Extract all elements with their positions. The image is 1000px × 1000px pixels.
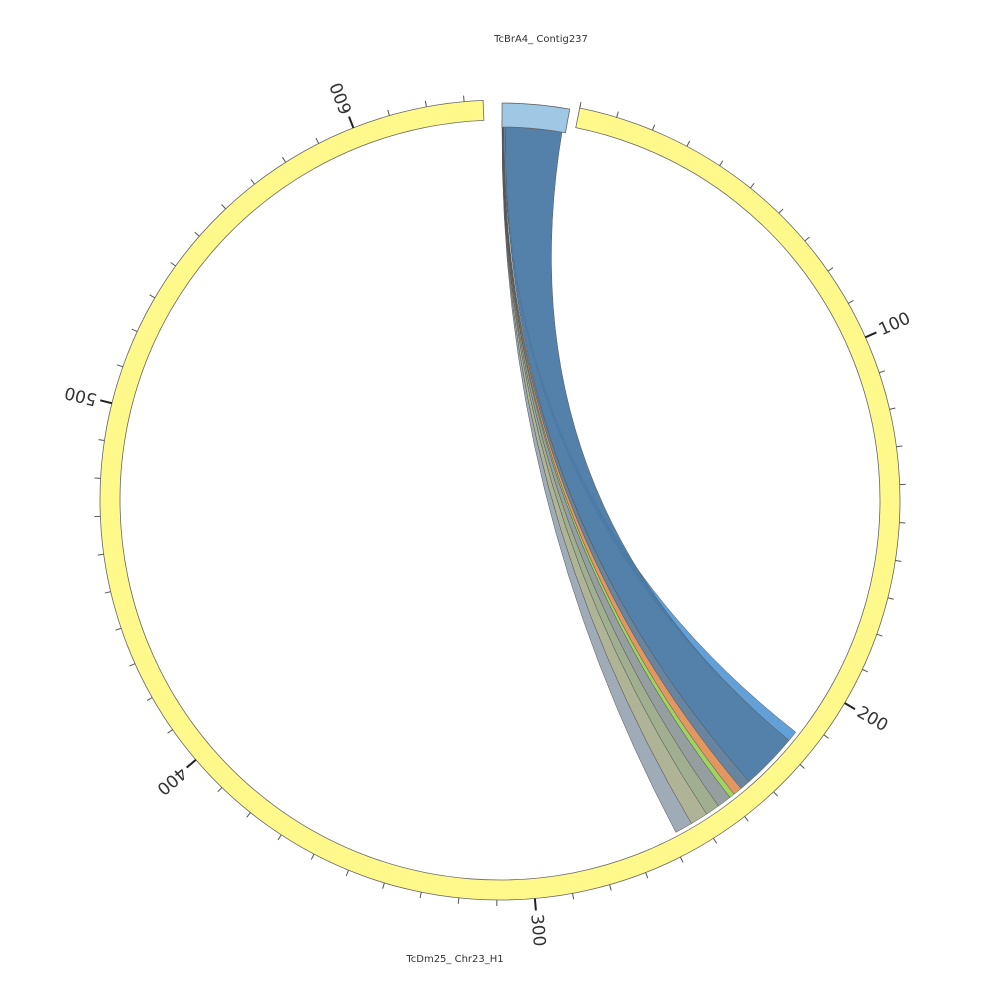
major-tick <box>348 116 355 129</box>
minor-tick <box>896 445 903 448</box>
minor-tick <box>651 124 656 131</box>
major-tick <box>186 759 197 769</box>
major-tick <box>865 331 877 339</box>
minor-tick <box>345 870 350 876</box>
minor-tick <box>463 95 465 102</box>
minor-tick <box>424 100 427 107</box>
minor-tick <box>315 137 320 144</box>
minor-tick <box>277 834 282 841</box>
minor-tick <box>713 838 718 844</box>
minor-tick <box>778 208 784 214</box>
minor-tick <box>579 102 582 109</box>
minor-tick <box>167 729 173 734</box>
minor-tick <box>382 882 385 889</box>
minor-tick <box>457 897 460 904</box>
minor-tick <box>97 553 104 556</box>
segment-label: TcBrA4_ Contig237 <box>493 34 588 45</box>
minor-tick <box>887 597 894 600</box>
minor-tick <box>827 267 834 272</box>
minor-tick <box>146 697 153 701</box>
minor-tick <box>804 236 810 242</box>
minor-tick <box>609 884 612 891</box>
minor-tick <box>719 160 724 166</box>
minor-tick <box>679 856 684 863</box>
minor-tick <box>876 633 883 637</box>
minor-tick <box>862 668 869 673</box>
minor-tick <box>823 734 829 739</box>
tick-label: 300 <box>526 913 549 947</box>
minor-tick <box>170 262 176 267</box>
minor-tick <box>387 109 390 116</box>
major-tick <box>844 702 856 710</box>
link-ribbon <box>501 123 692 833</box>
minor-tick <box>217 787 223 793</box>
segment-arc <box>501 102 571 134</box>
segment-arc <box>99 99 901 901</box>
minor-tick <box>282 156 287 163</box>
minor-tick <box>895 560 902 562</box>
minor-tick <box>221 204 227 210</box>
tick-label: 400 <box>153 762 191 798</box>
minor-tick <box>419 892 422 899</box>
minor-tick <box>799 764 805 769</box>
tick-label: 100 <box>876 309 914 340</box>
minor-tick <box>616 111 619 118</box>
tick-label: 200 <box>853 702 891 736</box>
minor-tick <box>104 591 111 594</box>
minor-tick <box>879 370 886 374</box>
minor-tick <box>889 407 896 410</box>
minor-tick <box>194 231 200 237</box>
minor-tick <box>645 872 649 879</box>
minor-tick <box>848 299 854 304</box>
minor-tick <box>129 663 136 667</box>
minor-tick <box>310 853 315 860</box>
minor-tick <box>749 183 755 189</box>
minor-tick <box>250 179 255 185</box>
tick-label: 500 <box>63 382 99 409</box>
minor-tick <box>744 816 749 822</box>
minor-tick <box>246 812 251 818</box>
minor-tick <box>686 140 691 147</box>
major-tick <box>533 898 537 911</box>
minor-tick <box>115 627 122 631</box>
major-tick <box>99 399 113 405</box>
segment-label: TcDm25_ Chr23_H1 <box>405 954 503 965</box>
tick-label: 600 <box>326 79 357 117</box>
minor-tick <box>773 791 779 797</box>
minor-tick <box>98 439 105 442</box>
minor-tick <box>149 294 156 299</box>
links <box>501 123 797 833</box>
minor-tick <box>131 328 138 333</box>
minor-tick <box>117 364 123 368</box>
link-ribbon <box>505 123 790 782</box>
minor-tick <box>572 893 575 900</box>
